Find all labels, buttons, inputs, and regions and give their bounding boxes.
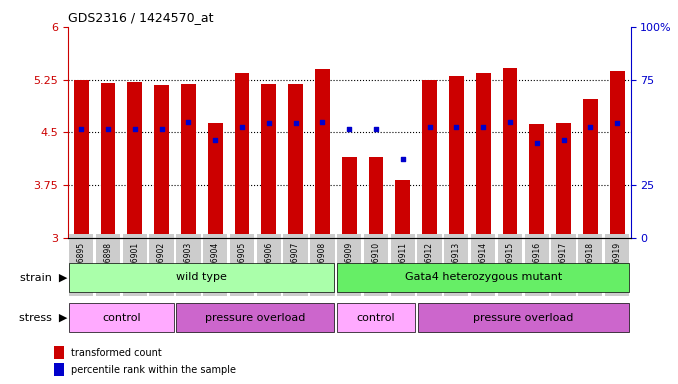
Point — [210, 136, 220, 142]
Text: GSM126904: GSM126904 — [211, 242, 220, 288]
Bar — [100, 83, 115, 238]
Point — [76, 126, 87, 132]
Bar — [476, 73, 490, 238]
Point — [504, 119, 515, 125]
Text: GSM126919: GSM126919 — [613, 242, 622, 288]
Text: GSM126907: GSM126907 — [291, 242, 300, 288]
Text: transformed count: transformed count — [71, 348, 161, 358]
Point — [371, 126, 382, 132]
Text: control: control — [357, 313, 395, 323]
Text: GSM126908: GSM126908 — [318, 242, 327, 288]
Bar — [315, 69, 330, 238]
Bar — [583, 99, 598, 238]
Bar — [176, 303, 334, 333]
Bar — [154, 84, 169, 238]
Text: GSM126905: GSM126905 — [237, 242, 247, 288]
Bar — [181, 84, 196, 238]
Point — [237, 124, 247, 130]
Point — [558, 136, 569, 142]
Bar — [530, 124, 544, 238]
Text: GSM126909: GSM126909 — [344, 242, 354, 288]
Text: GSM126910: GSM126910 — [372, 242, 380, 288]
Bar — [262, 84, 276, 238]
Bar — [395, 180, 410, 238]
Point — [129, 126, 140, 132]
Text: GDS2316 / 1424570_at: GDS2316 / 1424570_at — [68, 11, 214, 24]
Bar — [369, 157, 383, 238]
Bar — [235, 73, 250, 238]
Point — [612, 120, 622, 126]
Text: stress  ▶: stress ▶ — [20, 313, 68, 323]
Bar — [208, 123, 222, 238]
Text: GSM126902: GSM126902 — [157, 242, 166, 288]
Bar — [610, 71, 624, 238]
Bar — [422, 80, 437, 238]
Text: GSM126901: GSM126901 — [130, 242, 139, 288]
Text: GSM126913: GSM126913 — [452, 242, 461, 288]
Text: GSM126917: GSM126917 — [559, 242, 568, 288]
Text: strain  ▶: strain ▶ — [20, 272, 68, 283]
Text: GSM126915: GSM126915 — [506, 242, 515, 288]
Point — [424, 124, 435, 130]
Text: control: control — [102, 313, 141, 323]
Text: GSM126903: GSM126903 — [184, 242, 193, 288]
Bar — [502, 68, 517, 238]
Bar — [127, 82, 142, 238]
Point — [397, 156, 408, 162]
Text: GSM126914: GSM126914 — [479, 242, 487, 288]
Text: GSM126916: GSM126916 — [532, 242, 541, 288]
Bar — [74, 80, 89, 238]
Text: GSM126898: GSM126898 — [104, 242, 113, 288]
Bar — [556, 123, 571, 238]
Bar — [288, 84, 303, 238]
Bar — [342, 157, 357, 238]
Text: GSM126918: GSM126918 — [586, 242, 595, 288]
Bar — [54, 363, 64, 376]
Point — [532, 140, 542, 146]
Point — [102, 126, 113, 132]
Point — [585, 124, 596, 130]
Bar — [69, 263, 334, 292]
Bar — [54, 346, 64, 359]
Bar — [337, 303, 415, 333]
Point — [451, 124, 462, 130]
Bar — [418, 303, 629, 333]
Point — [156, 126, 167, 132]
Bar — [69, 303, 174, 333]
Bar — [337, 263, 629, 292]
Point — [478, 124, 489, 130]
Text: GSM126912: GSM126912 — [425, 242, 434, 288]
Text: GSM126906: GSM126906 — [264, 242, 273, 288]
Point — [290, 120, 301, 126]
Point — [183, 119, 194, 125]
Point — [344, 126, 355, 132]
Text: GSM126895: GSM126895 — [77, 242, 85, 288]
Point — [317, 119, 327, 125]
Point — [263, 120, 274, 126]
Text: percentile rank within the sample: percentile rank within the sample — [71, 365, 235, 375]
Text: GSM126911: GSM126911 — [398, 242, 407, 288]
Text: wild type: wild type — [176, 272, 227, 283]
Text: pressure overload: pressure overload — [205, 313, 306, 323]
Text: pressure overload: pressure overload — [473, 313, 574, 323]
Text: Gata4 heterozygous mutant: Gata4 heterozygous mutant — [405, 272, 562, 283]
Bar — [449, 76, 464, 238]
